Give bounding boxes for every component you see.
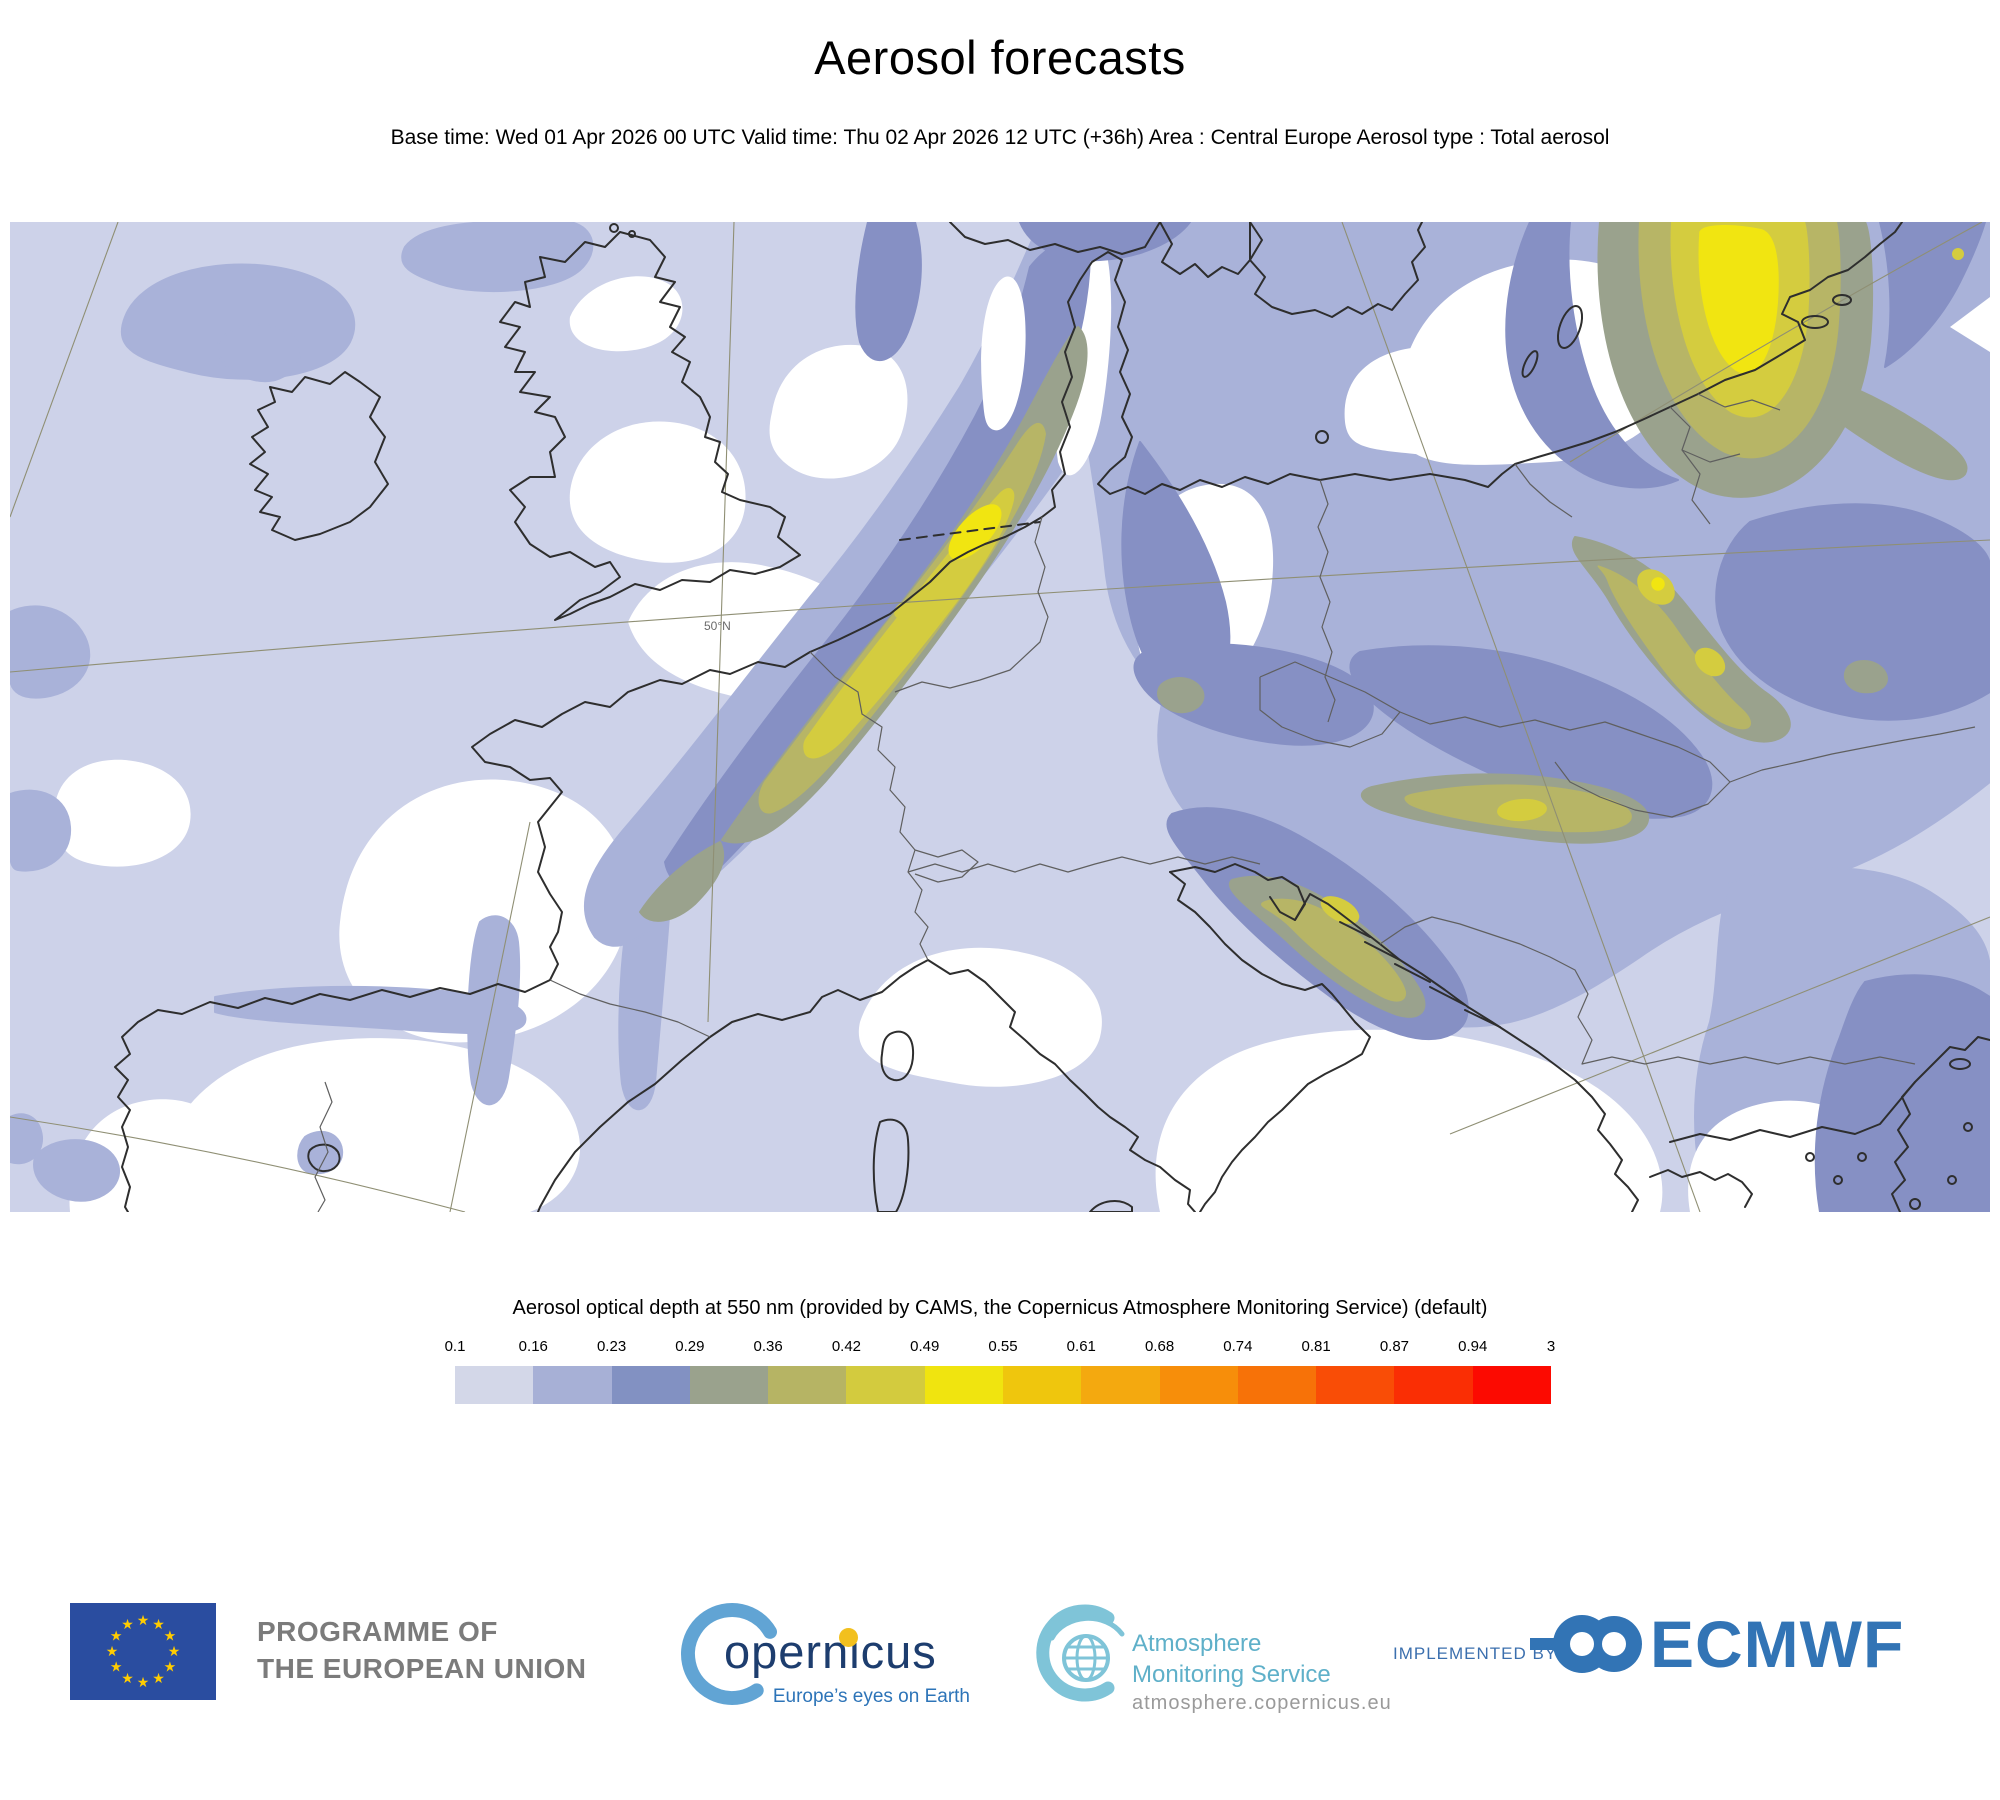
legend-color-segment (846, 1366, 925, 1404)
ams-logo: Atmosphere Monitoring Service atmosphere… (1030, 1596, 1391, 1716)
eu-stars: ★ ★★★★★★★★★★★ (106, 1613, 181, 1691)
eu-star-icon: ★ (110, 1629, 123, 1645)
eu-star-icon: ★ (164, 1629, 177, 1645)
eu-flag-field (70, 1603, 216, 1700)
legend-colorbar (455, 1366, 1551, 1404)
ecmwf-logo: ECMWF (1530, 1608, 1904, 1680)
legend-color-segment (1081, 1366, 1160, 1404)
legend-tick-label: 0.42 (831, 1338, 862, 1355)
legend-color-segment (455, 1366, 534, 1404)
ams-name: Atmosphere Monitoring Service (1132, 1628, 1331, 1690)
legend-tick-label: 0.29 (675, 1338, 705, 1355)
legend-tick-label: 0.1 (444, 1338, 466, 1355)
eu-star-icon: ★ (152, 1617, 165, 1633)
country-borders (314, 393, 1976, 1212)
copernicus-c-icon (681, 1603, 783, 1705)
eu-flag: ★ ★★★★★★★★★★★ (70, 1603, 216, 1700)
legend-color-segment (1002, 1366, 1082, 1404)
copernicus-orbit-dot-icon (839, 1628, 858, 1647)
map-svg: 50°N (10, 222, 1990, 1212)
legend-tick-label: 0.49 (910, 1338, 940, 1355)
aerosol-bands (10, 222, 1990, 1212)
parallel-label-50n: 50°N (704, 619, 731, 633)
eu-star-icon: ★ (137, 1613, 150, 1629)
forecast-map: 50°N (10, 222, 1990, 1212)
coastlines (114, 222, 1990, 1212)
legend-color-segment (689, 1366, 769, 1404)
eu-star-icon: ★ (110, 1660, 123, 1676)
ams-name-line1: Atmosphere (1132, 1630, 1262, 1657)
eu-star-icon: ★ (106, 1644, 119, 1660)
ecmwf-rings-icon (1530, 1615, 1642, 1673)
legend-color-segment (924, 1366, 1003, 1404)
legend-ticks: 0.1 0.16 0.23 0.29 0.36 0.42 0.49 0.55 0.61 0.68 0… (445, 1338, 1556, 1360)
ams-url: atmosphere.copernicus.eu (1132, 1692, 1392, 1714)
eu-star-icon: ★ (168, 1644, 181, 1660)
legend-tick-label: 0.94 (1458, 1338, 1488, 1355)
eu-star-icon: ★ (121, 1617, 134, 1633)
legend-color-segment (768, 1366, 847, 1404)
page-subtitle: Base time: Wed 01 Apr 2026 00 UTC Valid … (390, 126, 1610, 149)
legend-tick-label: 0.16 (518, 1338, 548, 1355)
legend-color-segment (533, 1366, 612, 1404)
page-title: Aerosol forecasts (814, 31, 1186, 84)
ecmwf-wordmark: ECMWF (1650, 1607, 1905, 1681)
ams-name-line2: Monitoring Service (1132, 1661, 1331, 1689)
ams-globe-icon (1036, 1604, 1125, 1702)
legend-tick-label: 0.36 (753, 1338, 783, 1355)
legend-tick-label: 0.74 (1223, 1338, 1253, 1355)
eu-star-icon: ★ (137, 1675, 150, 1691)
implemented-by-label: IMPLEMENTED BY (1393, 1644, 1558, 1663)
eu-programme-line2: THE EUROPEAN UNION (257, 1652, 587, 1684)
eu-star-icon: ★ (164, 1660, 177, 1676)
legend-tick-label: 0.55 (988, 1338, 1018, 1355)
copernicus-wordmark: opernicus (724, 1625, 937, 1678)
copernicus-logo: opernicus Europe’s eyes on Earth (676, 1598, 976, 1728)
legend-title: Aerosol optical depth at 550 nm (provide… (512, 1297, 1488, 1319)
copernicus-tagline: Europe’s eyes on Earth (772, 1686, 970, 1707)
eu-programme-line1: PROGRAMME OF (257, 1616, 498, 1647)
eu-programme-text: PROGRAMME OF THE EUROPEAN UNION (257, 1614, 586, 1688)
legend-tick-label: 3 (1546, 1338, 1556, 1355)
legend-tick-label: 0.68 (1144, 1338, 1175, 1355)
legend-tick-label: 0.61 (1066, 1338, 1096, 1355)
legend-color-segment (611, 1366, 690, 1404)
legend-tick-label: 0.87 (1379, 1338, 1410, 1355)
eu-star-icon: ★ (121, 1671, 134, 1687)
legend-color-segment (1472, 1366, 1551, 1404)
legend-color-segment (1159, 1366, 1238, 1404)
legend-color-segment (1316, 1366, 1395, 1404)
legend-tick-label: 0.81 (1301, 1338, 1331, 1355)
legend-color-segment (1237, 1366, 1317, 1404)
legend-tick-label: 0.23 (596, 1338, 627, 1355)
eu-star-icon: ★ (152, 1671, 165, 1687)
legend-color-segment (1394, 1366, 1473, 1404)
